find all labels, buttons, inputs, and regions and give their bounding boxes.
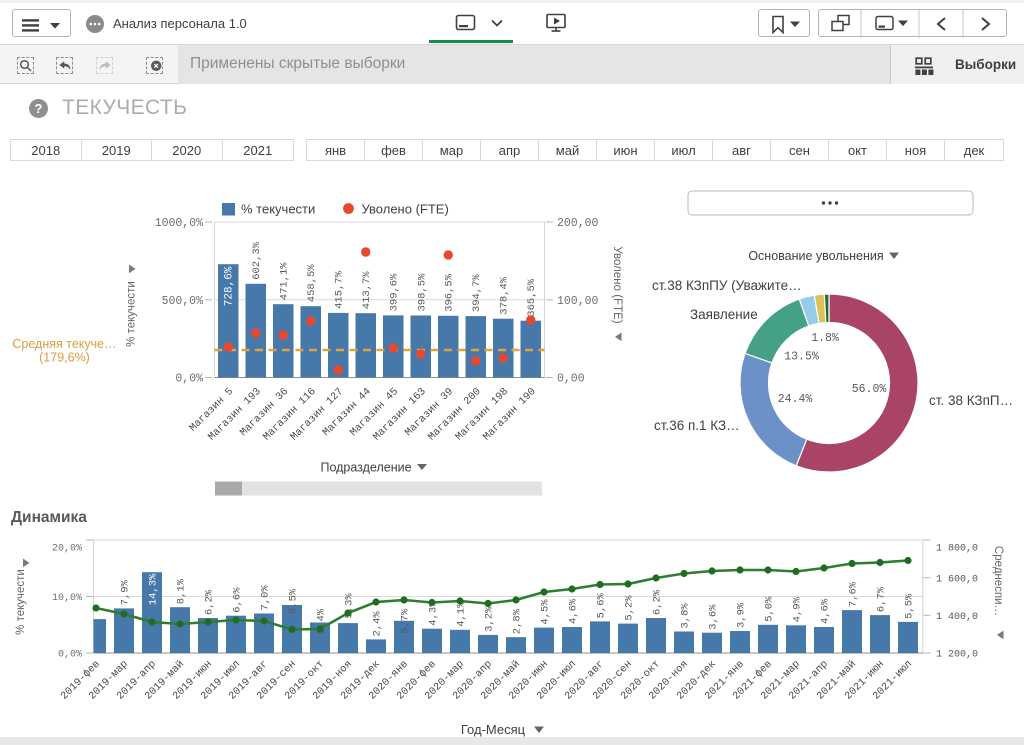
svg-text:(179,6%): (179,6%) (39, 351, 90, 365)
svg-text:Основание увольнения: Основание увольнения (748, 249, 883, 263)
svg-text:3,9%: 3,9% (736, 602, 748, 628)
svg-text:602,3%: 602,3% (251, 241, 263, 280)
svg-text:728,6%: 728,6% (224, 266, 236, 306)
svg-text:5,7%: 5,7% (400, 608, 412, 634)
svg-text:Уволено (FTE): Уволено (FTE) (611, 246, 623, 323)
svg-text:5,6%: 5,6% (596, 592, 608, 618)
svg-text:0,00: 0,00 (557, 373, 585, 386)
svg-text:4,6%: 4,6% (820, 598, 832, 624)
svg-text:4,5%: 4,5% (540, 599, 552, 625)
svg-text:1 600,0: 1 600,0 (936, 575, 978, 586)
svg-text:4,9%: 4,9% (792, 596, 804, 622)
svg-text:5,0%: 5,0% (764, 596, 776, 622)
svg-text:6,2%: 6,2% (204, 589, 216, 615)
svg-text:1.8%: 1.8% (811, 332, 839, 345)
svg-text:394,7%: 394,7% (471, 274, 483, 313)
svg-text:6,7%: 6,7% (876, 586, 888, 612)
svg-text:6,2%: 6,2% (652, 589, 664, 615)
svg-text:1 200,0: 1 200,0 (936, 650, 978, 661)
svg-text:7,6%: 7,6% (848, 581, 860, 607)
svg-text:Год-Месяц: Год-Месяц (461, 722, 526, 737)
svg-text:4,3%: 4,3% (428, 600, 440, 626)
svg-text:Подразделение: Подразделение (320, 461, 411, 475)
svg-text:396,5%: 396,5% (444, 273, 456, 312)
svg-text:200,00: 200,00 (557, 217, 599, 230)
svg-text:8,1%: 8,1% (176, 578, 188, 604)
svg-text:365,5%: 365,5% (526, 278, 538, 317)
svg-text:ст. 38 КЗпП…: ст. 38 КЗпП… (929, 393, 1013, 408)
svg-text:378,4%: 378,4% (499, 276, 511, 315)
svg-text:471,1%: 471,1% (279, 262, 291, 301)
svg-text:8,5%: 8,5% (288, 588, 300, 614)
svg-text:413,7%: 413,7% (361, 271, 373, 310)
svg-text:Заявление: Заявление (690, 307, 758, 322)
svg-text:Динамика: Динамика (11, 509, 87, 526)
svg-text:2,4%: 2,4% (372, 611, 384, 637)
svg-text:13.5%: 13.5% (784, 351, 819, 364)
svg-text:4,1%: 4,1% (456, 601, 468, 627)
svg-text:ст.36 п.1 КЗ…: ст.36 п.1 КЗ… (654, 418, 740, 433)
svg-text:5,5%: 5,5% (904, 593, 916, 619)
svg-text:3,2%: 3,2% (484, 606, 496, 632)
svg-text:Средняя текуче…: Средняя текуче… (12, 337, 116, 351)
svg-text:% текучести: % текучести (15, 569, 27, 635)
svg-text:100,00: 100,00 (557, 295, 599, 308)
svg-text:3,6%: 3,6% (708, 604, 720, 630)
svg-text:24.4%: 24.4% (778, 393, 813, 406)
svg-text:415,7%: 415,7% (334, 270, 346, 309)
svg-text:5,2%: 5,2% (624, 595, 636, 621)
svg-text:500,0%: 500,0% (162, 295, 204, 308)
svg-text:0,0%: 0,0% (58, 650, 82, 661)
svg-text:7,0%: 7,0% (260, 585, 272, 611)
svg-text:3,8%: 3,8% (680, 603, 692, 629)
svg-text:7,9%: 7,9% (120, 579, 132, 605)
svg-text:56.0%: 56.0% (852, 383, 887, 396)
svg-text:ст.38 КЗпПУ (Уважите…: ст.38 КЗпПУ (Уважите… (652, 278, 802, 293)
svg-text:% текучести: % текучести (241, 202, 315, 217)
svg-text:1 800,0: 1 800,0 (936, 544, 978, 555)
svg-text:2,8%: 2,8% (512, 608, 524, 634)
svg-text:20,0%: 20,0% (52, 544, 82, 555)
svg-text:1000,0%: 1000,0% (155, 217, 203, 230)
svg-text:1 400,0: 1 400,0 (936, 612, 978, 623)
svg-text:458,5%: 458,5% (306, 264, 318, 303)
svg-text:Среднеспи…: Среднеспи… (992, 546, 1004, 616)
svg-text:14,3%: 14,3% (148, 573, 160, 605)
svg-text:398,5%: 398,5% (416, 273, 428, 312)
svg-text:Уволено (FTE): Уволено (FTE) (362, 202, 449, 217)
svg-text:4,6%: 4,6% (568, 598, 580, 624)
svg-text:% текучести: % текучести (126, 281, 138, 347)
svg-text:10,0%: 10,0% (52, 593, 82, 604)
svg-text:399,6%: 399,6% (389, 273, 401, 312)
svg-text:6,6%: 6,6% (232, 587, 244, 613)
svg-text:0,0%: 0,0% (175, 373, 203, 386)
